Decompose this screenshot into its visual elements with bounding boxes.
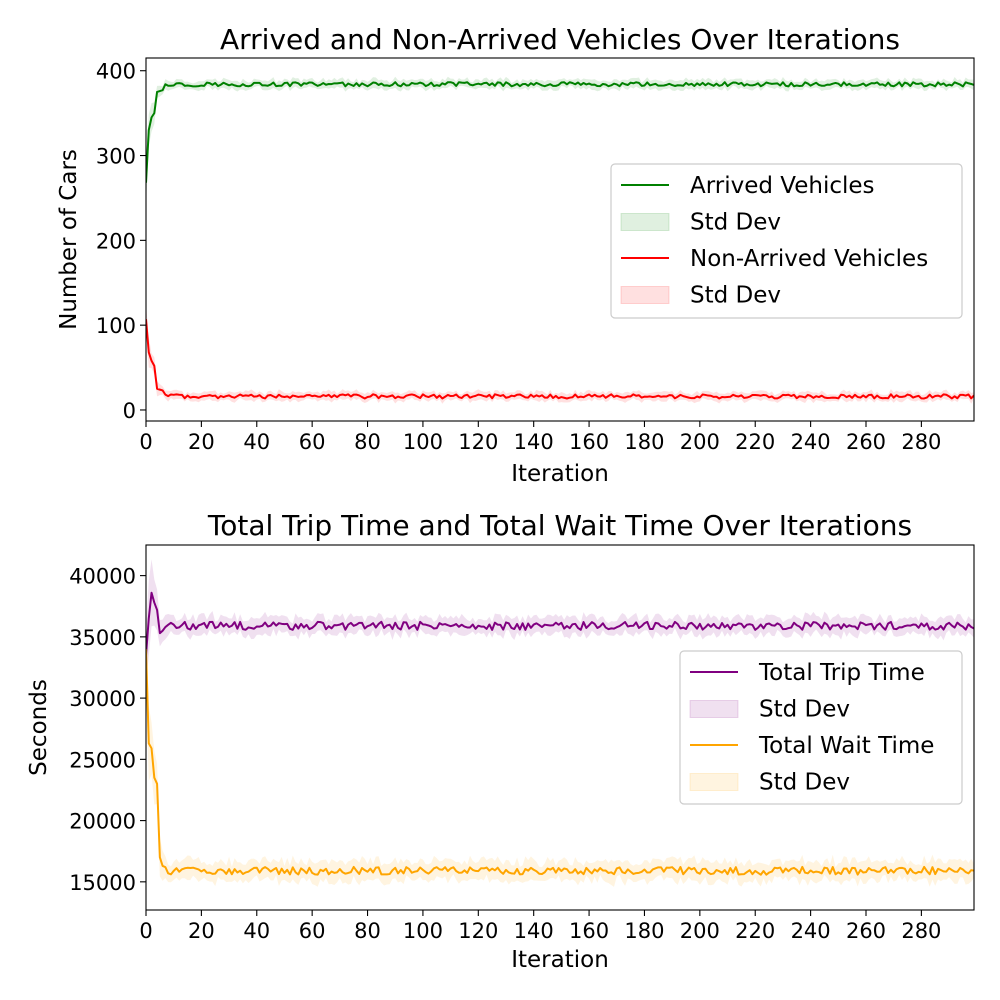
x-tick-label: 100 [403, 430, 443, 454]
y-axis-label: Seconds [26, 679, 52, 776]
plot-area [146, 76, 974, 404]
std-band-2-1 [146, 559, 974, 682]
x-tick-label: 40 [243, 919, 270, 943]
y-tick-label: 25000 [69, 748, 136, 772]
plot-frame [145, 544, 975, 911]
x-tick-label: 240 [791, 430, 831, 454]
plot-area [146, 559, 974, 887]
legend-band-swatch [620, 286, 670, 304]
y-tick-label: 0 [123, 399, 136, 423]
x-tick-label: 0 [139, 919, 152, 943]
x-tick-label: 260 [846, 919, 886, 943]
legend: Arrived Vehicles Std Dev Non-Arrived Vehic… [610, 163, 963, 319]
y-axis-label: Number of Cars [56, 149, 82, 330]
legend-band-swatch [620, 213, 670, 231]
x-tick-label: 20 [188, 919, 215, 943]
y-tick-label: 30000 [69, 687, 136, 711]
legend-frame [679, 650, 963, 805]
x-axis-label: Iteration [511, 461, 609, 487]
x-tick-label: 60 [299, 430, 326, 454]
y-tick-label: 40000 [69, 565, 136, 589]
series-line-2-2 [146, 649, 974, 876]
y-tick-label: 100 [96, 314, 136, 338]
std-band-1-1 [146, 76, 974, 205]
x-tick-label: 140 [514, 430, 554, 454]
y-tick-label: 35000 [69, 626, 136, 650]
legend-label: Total Wait Time [758, 733, 934, 759]
x-tick-label: 240 [791, 919, 831, 943]
legend-label: Std Dev [759, 697, 850, 723]
legend-label: Non-Arrived Vehicles [690, 246, 928, 272]
x-tick-label: 80 [354, 919, 381, 943]
x-tick-label: 140 [514, 919, 554, 943]
x-tick-label: 120 [458, 919, 498, 943]
x-tick-label: 40 [243, 430, 270, 454]
y-tick-label: 20000 [69, 810, 136, 834]
x-tick-label: 120 [458, 430, 498, 454]
x-tick-label: 200 [680, 919, 720, 943]
chart-title: Total Trip Time and Total Wait Time Over… [207, 509, 912, 542]
x-tick-label: 60 [299, 919, 326, 943]
x-tick-label: 280 [901, 430, 941, 454]
chart-title: Arrived and Non-Arrived Vehicles Over It… [220, 23, 900, 56]
legend-frame [610, 163, 963, 319]
chart-panel-2: 0 20 40 60 80 100 120 140 160 180 200 220 240 260 280 1… [26, 509, 975, 973]
series-line-1-2 [146, 319, 974, 400]
x-tick-label: 80 [354, 430, 381, 454]
legend-label: Std Dev [759, 770, 850, 796]
x-tick-label: 20 [188, 430, 215, 454]
legend-band-swatch [689, 700, 739, 718]
x-tick-label: 100 [403, 919, 443, 943]
y-tick-label: 300 [96, 145, 136, 169]
x-axis-label: Iteration [511, 947, 609, 973]
x-tick-label: 180 [624, 430, 664, 454]
plot-frame [145, 57, 975, 422]
x-tick-label: 0 [139, 430, 152, 454]
series-line-2-1 [146, 591, 974, 656]
x-tick-label: 160 [569, 919, 609, 943]
legend-label: Total Trip Time [758, 660, 925, 686]
std-band-1-2 [146, 304, 974, 404]
legend-label: Arrived Vehicles [690, 173, 875, 199]
y-tick-label: 15000 [69, 871, 136, 895]
legend: Total Trip Time Std Dev Total Wait Time Std… [679, 650, 963, 805]
y-tick-label: 400 [96, 60, 136, 84]
legend-label: Std Dev [690, 283, 781, 309]
x-tick-label: 260 [846, 430, 886, 454]
series-line-1-1 [146, 81, 974, 183]
x-tick-label: 200 [680, 430, 720, 454]
legend-band-swatch [689, 773, 739, 791]
x-tick-label: 220 [735, 430, 775, 454]
std-band-2-2 [146, 611, 974, 887]
x-tick-label: 280 [901, 919, 941, 943]
x-tick-label: 160 [569, 430, 609, 454]
legend-label: Std Dev [690, 210, 781, 236]
x-tick-label: 180 [624, 919, 664, 943]
chart-panel-1: 0 20 40 60 80 100 120 140 160 180 200 220 240 260 280 0… [56, 23, 975, 487]
y-tick-label: 200 [96, 229, 136, 253]
x-tick-label: 220 [735, 919, 775, 943]
